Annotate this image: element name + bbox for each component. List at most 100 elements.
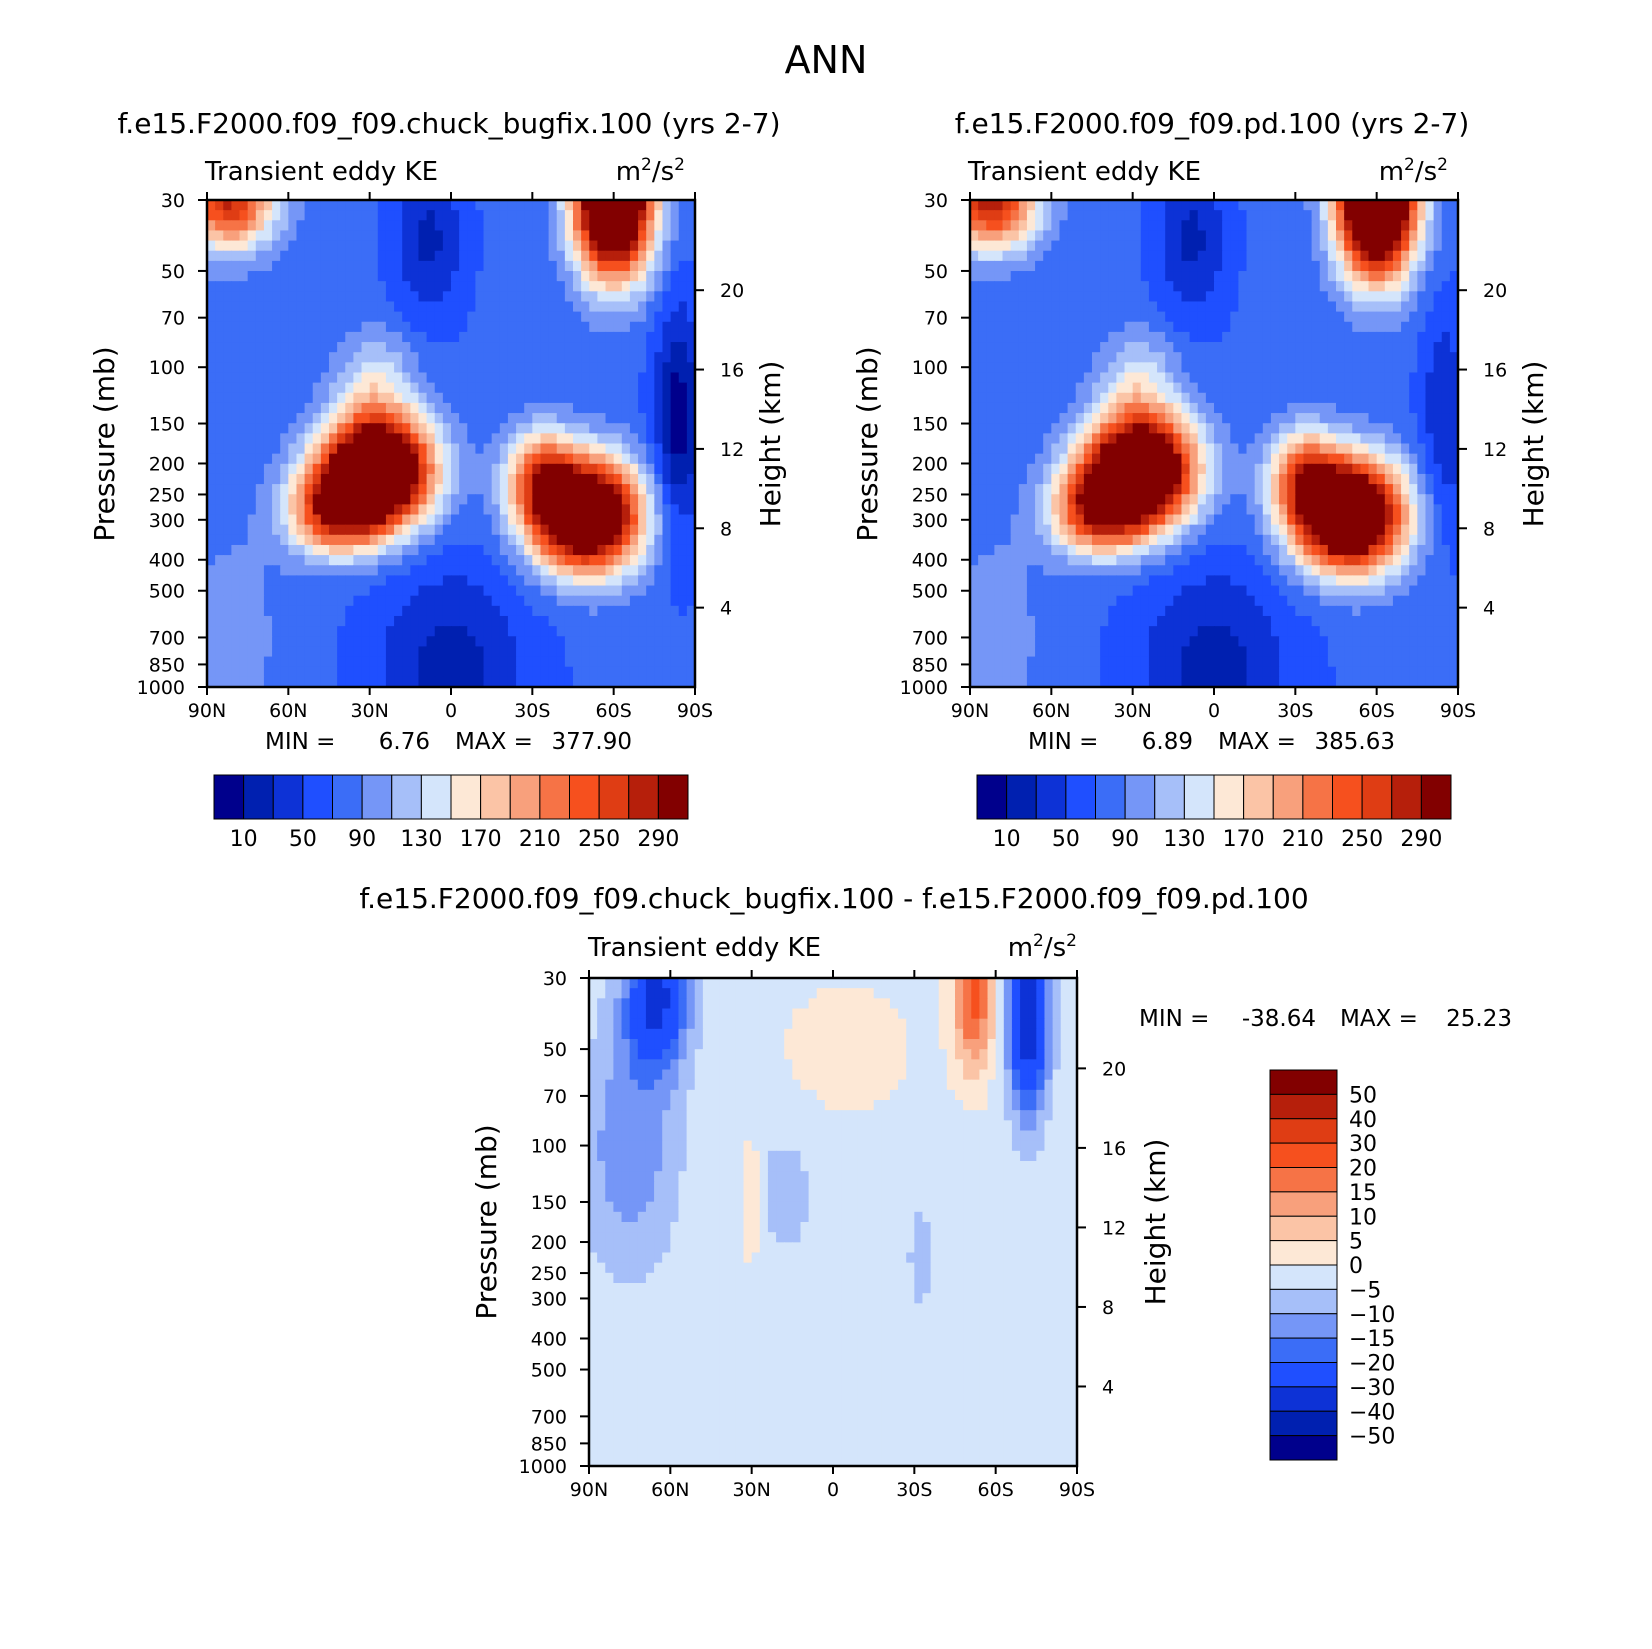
field-cell bbox=[1392, 250, 1402, 262]
field-cell bbox=[361, 585, 371, 597]
field-cell bbox=[1360, 362, 1370, 374]
field-cell bbox=[548, 200, 558, 211]
field-cell bbox=[1116, 494, 1126, 505]
field-cell bbox=[1336, 291, 1345, 303]
field-cell bbox=[978, 301, 987, 313]
field-cell bbox=[1043, 473, 1052, 485]
field-cell bbox=[1336, 342, 1345, 353]
field-cell bbox=[459, 210, 468, 221]
field-cell bbox=[345, 575, 354, 587]
field-cell bbox=[1336, 362, 1345, 374]
field-cell bbox=[475, 291, 485, 303]
field-cell bbox=[654, 676, 664, 688]
field-cell bbox=[613, 362, 623, 374]
field-cell bbox=[1417, 200, 1427, 211]
field-cell bbox=[654, 473, 664, 485]
field-cell bbox=[1092, 534, 1101, 546]
field-cell bbox=[507, 210, 517, 221]
field-cell bbox=[1376, 250, 1386, 262]
field-cell bbox=[573, 453, 582, 465]
field-cell bbox=[337, 250, 346, 262]
field-cell bbox=[556, 534, 566, 546]
field-cell bbox=[329, 666, 338, 678]
field-cell bbox=[215, 646, 224, 658]
field-cell bbox=[532, 402, 542, 414]
field-cell bbox=[329, 636, 338, 648]
field-cell bbox=[1336, 504, 1345, 516]
field-cell bbox=[304, 595, 314, 607]
field-cell bbox=[499, 626, 509, 637]
field-cell bbox=[288, 656, 298, 668]
field-cell bbox=[304, 443, 314, 455]
field-cell bbox=[1018, 352, 1028, 363]
field-cell bbox=[410, 504, 420, 516]
field-cell bbox=[1148, 402, 1158, 414]
field-cell bbox=[1140, 453, 1150, 465]
field-cell bbox=[483, 413, 493, 424]
field-cell bbox=[247, 544, 257, 556]
field-cell bbox=[556, 200, 566, 211]
field-cell bbox=[426, 382, 436, 394]
field-cell bbox=[337, 504, 346, 516]
field-cell bbox=[1344, 372, 1353, 384]
y-tick-label: 150 bbox=[149, 414, 185, 436]
field-cell bbox=[1441, 230, 1451, 242]
field-cell bbox=[239, 281, 249, 292]
field-cell bbox=[207, 352, 216, 363]
field-cell bbox=[629, 321, 639, 333]
field-cell bbox=[263, 636, 273, 648]
units-subtitle: m2/s2 bbox=[616, 155, 685, 187]
field-cell bbox=[597, 534, 607, 546]
field-cell bbox=[524, 423, 533, 434]
field-cell bbox=[296, 362, 306, 374]
field-cell bbox=[1181, 362, 1191, 374]
field-cell bbox=[589, 534, 598, 546]
field-cell bbox=[1116, 392, 1126, 404]
field-cell bbox=[581, 210, 590, 221]
field-cell bbox=[621, 565, 631, 576]
field-cell bbox=[1018, 240, 1028, 252]
field-cell bbox=[1214, 362, 1223, 374]
field-cell bbox=[1449, 413, 1459, 424]
field-cell bbox=[329, 615, 338, 627]
field-cell bbox=[1417, 504, 1427, 516]
field-cell bbox=[410, 210, 420, 221]
field-cell bbox=[986, 331, 995, 343]
field-cell bbox=[255, 544, 265, 556]
field-cell bbox=[629, 676, 639, 688]
field-cell bbox=[247, 626, 257, 637]
field-cell bbox=[556, 484, 566, 495]
field-cell bbox=[337, 382, 346, 394]
field-cell bbox=[629, 433, 639, 445]
field-cell bbox=[207, 666, 216, 678]
field-cell bbox=[1092, 220, 1101, 232]
field-cell bbox=[377, 615, 387, 627]
field-cell bbox=[1254, 423, 1264, 434]
field-cell bbox=[483, 321, 493, 333]
field-cell bbox=[385, 463, 395, 475]
field-cell bbox=[304, 271, 314, 282]
field-cell bbox=[556, 392, 566, 404]
field-cell bbox=[304, 413, 314, 424]
field-cell bbox=[288, 240, 298, 252]
field-cell bbox=[1441, 433, 1451, 445]
field-cell bbox=[442, 311, 452, 323]
field-cell bbox=[223, 565, 232, 576]
field-cell bbox=[385, 271, 395, 282]
field-cell bbox=[1376, 514, 1386, 526]
field-cell bbox=[589, 656, 598, 668]
field-cell bbox=[1344, 301, 1353, 313]
field-cell bbox=[1433, 352, 1443, 363]
field-cell bbox=[524, 646, 533, 658]
field-cell bbox=[507, 260, 517, 272]
field-cell bbox=[1327, 504, 1337, 516]
field-cell bbox=[1409, 331, 1418, 343]
field-cell bbox=[239, 260, 249, 272]
field-cell bbox=[272, 494, 281, 505]
field-cell bbox=[345, 250, 354, 262]
field-cell bbox=[1409, 413, 1418, 424]
field-cell bbox=[377, 473, 387, 485]
field-cell bbox=[573, 210, 582, 221]
field-cell bbox=[1173, 463, 1183, 475]
field-cell bbox=[581, 382, 590, 394]
